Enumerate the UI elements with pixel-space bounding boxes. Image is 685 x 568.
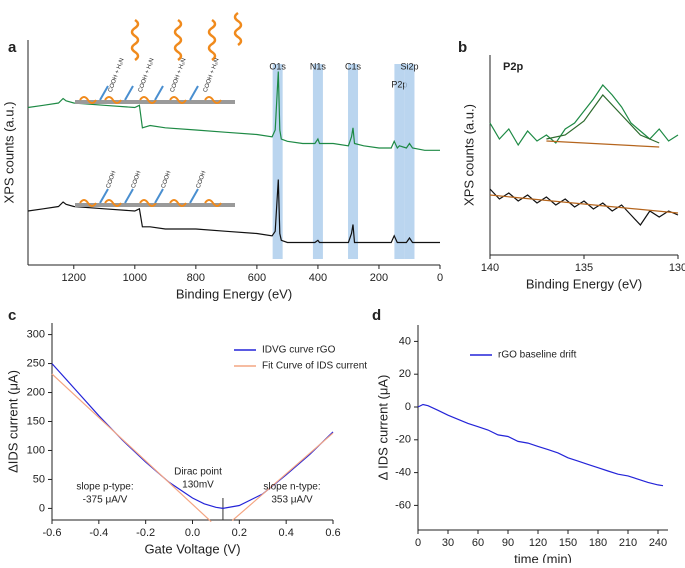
band-label: N1s <box>310 61 327 71</box>
x-tick-label: 600 <box>248 272 266 284</box>
y-tick-label: 100 <box>27 444 45 456</box>
panel-title: P2p <box>503 61 523 73</box>
band <box>312 64 323 259</box>
y-tick-label: 300 <box>27 328 45 340</box>
x-axis-title: Binding Energy (eV) <box>176 286 292 301</box>
x-tick-label: 135 <box>575 262 593 274</box>
x-tick-label: 200 <box>370 272 388 284</box>
legend-label: rGO baseline drift <box>498 350 577 361</box>
cartoon-top: COOH + H₂N COOH + H₂N COOH + H₂N COOH + … <box>75 11 243 104</box>
x-tick-label: -0.6 <box>43 527 62 539</box>
series-line <box>51 373 334 523</box>
series-line <box>546 94 660 144</box>
x-tick-label: 150 <box>559 537 577 549</box>
x-tick-label: 0.0 <box>185 527 200 539</box>
x-tick-label: -0.2 <box>136 527 155 539</box>
band <box>272 64 283 259</box>
y-tick-label: -60 <box>395 499 411 511</box>
x-tick-label: -0.4 <box>89 527 108 539</box>
y-axis-title: Δ IDS current (μA) <box>375 375 390 481</box>
x-tick-label: 210 <box>619 537 637 549</box>
annotation: slope p-type: <box>76 482 133 493</box>
series-line <box>489 194 679 214</box>
band <box>348 64 359 259</box>
x-tick-label: 130 <box>669 262 685 274</box>
cartoon-label: COOH + H₂N <box>170 57 188 93</box>
y-tick-label: 40 <box>399 335 411 347</box>
x-tick-label: 0.4 <box>279 527 294 539</box>
x-tick-label: 240 <box>649 537 667 549</box>
cartoon-label: COOH <box>196 170 208 189</box>
panel-letter: d <box>372 307 381 324</box>
x-tick-label: 800 <box>187 272 205 284</box>
y-axis-title: XPS counts (a.u.) <box>1 102 16 204</box>
y-tick-label: -40 <box>395 467 411 479</box>
x-tick-label: 90 <box>502 537 514 549</box>
cartoon-bottom: COOH COOH COOH COOH <box>75 170 235 207</box>
x-tick-label: 0.6 <box>325 527 340 539</box>
y-tick-label: 0 <box>405 401 411 413</box>
cartoon-label: COOH + H₂N <box>108 57 126 93</box>
y-tick-label: 0 <box>39 502 45 514</box>
annotation: slope n-type: <box>263 482 320 493</box>
annotation: 130mV <box>182 480 214 491</box>
rgo-chains <box>79 199 222 207</box>
x-tick-label: 140 <box>481 262 499 274</box>
x-axis-title: Gate Voltage (V) <box>144 541 240 556</box>
series-line <box>417 403 664 487</box>
legend-label: Fit Curve of IDS current <box>262 361 367 372</box>
x-tick-label: 30 <box>442 537 454 549</box>
x-tick-label: 180 <box>589 537 607 549</box>
aptamers <box>130 11 243 62</box>
cartoon-label: COOH <box>106 170 118 189</box>
series-line <box>489 188 679 226</box>
linkers <box>99 85 199 101</box>
x-tick-label: 0.2 <box>232 527 247 539</box>
series-line <box>489 84 679 147</box>
y-tick-label: 250 <box>27 357 45 369</box>
cartoon-label: COOH <box>131 170 143 189</box>
band-label: Si2p <box>400 61 418 71</box>
panel-letter: a <box>8 39 17 56</box>
series-line <box>27 179 440 244</box>
x-tick-label: 1200 <box>62 272 86 284</box>
annotation: -375 μA/V <box>83 495 128 506</box>
cartoon-label: COOH <box>161 170 173 189</box>
x-tick-label: 0 <box>415 537 421 549</box>
band-label: P2p <box>391 79 407 89</box>
band <box>404 64 415 259</box>
series-line <box>27 71 440 151</box>
linkers <box>99 188 199 204</box>
y-axis-title: ΔIDS current (μA) <box>5 370 20 473</box>
y-axis-title: XPS counts (a.u.) <box>461 104 476 206</box>
legend-label: IDVG curve rGO <box>262 345 336 356</box>
y-tick-label: 50 <box>33 473 45 485</box>
series-line <box>546 140 660 148</box>
annotation: Dirac point <box>174 467 222 478</box>
x-axis-title: time (min) <box>514 551 572 563</box>
x-tick-label: 400 <box>309 272 327 284</box>
panel-letter: c <box>8 307 16 324</box>
x-tick-label: 1000 <box>123 272 147 284</box>
panel-letter: b <box>458 39 467 56</box>
y-tick-label: -20 <box>395 434 411 446</box>
y-tick-label: 20 <box>399 368 411 380</box>
x-tick-label: 120 <box>529 537 547 549</box>
rgo-chains <box>79 96 222 104</box>
band <box>394 64 405 259</box>
cartoon-label: COOH + H₂N <box>203 57 221 93</box>
annotation: 353 μA/V <box>271 495 313 506</box>
y-tick-label: 200 <box>27 386 45 398</box>
x-axis-title: Binding Energy (eV) <box>526 276 642 291</box>
x-tick-label: 0 <box>437 272 443 284</box>
cartoon-label: COOH + H₂N <box>138 57 156 93</box>
band-label: C1s <box>345 61 362 71</box>
y-tick-label: 150 <box>27 415 45 427</box>
band-label: O1s <box>269 61 286 71</box>
x-tick-label: 60 <box>472 537 484 549</box>
